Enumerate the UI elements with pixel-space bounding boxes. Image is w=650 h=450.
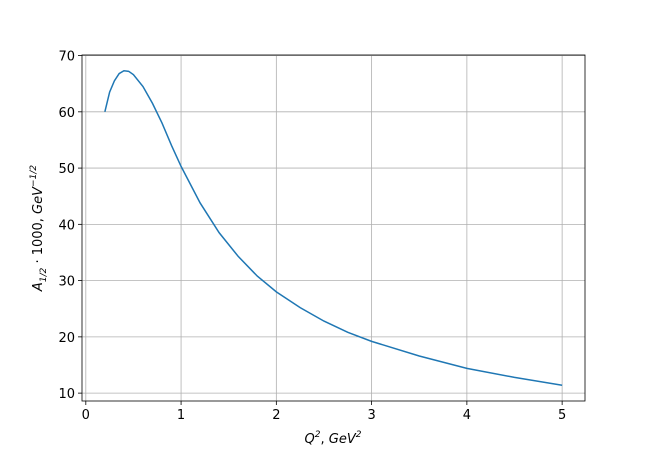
x-tick-label: 5: [558, 408, 566, 423]
y-tick-label: 60: [58, 106, 75, 121]
label-part: GeV: [31, 186, 46, 214]
y-tick-label: 40: [58, 218, 75, 233]
x-tick-label: 3: [367, 408, 375, 423]
data-line: [104, 69, 563, 386]
label-part: 1/2: [39, 267, 49, 282]
x-tick-label: 1: [177, 408, 185, 423]
y-tick-label: 30: [58, 275, 75, 290]
plot-frame: [81, 54, 586, 402]
x-tick-label: 2: [272, 408, 280, 423]
x-axis-label: Q2, GeV2: [305, 430, 362, 447]
y-tick-label: 50: [58, 162, 75, 177]
y-axis-label: A1/2 · 1000, GeV−1/2: [29, 165, 49, 292]
label-part: A: [31, 282, 46, 292]
y-tick-label: 70: [58, 50, 75, 65]
label-part: 2: [356, 430, 362, 440]
label-part: GeV: [329, 432, 357, 447]
x-tick-label: 4: [463, 408, 471, 423]
label-part: Q: [305, 432, 315, 447]
label-part: −1/2: [29, 165, 39, 187]
y-tick-label: 20: [58, 331, 75, 346]
x-tick-label: 0: [82, 408, 90, 423]
label-part: · 1000,: [31, 214, 46, 268]
label-part: ,: [321, 432, 329, 447]
y-tick-label: 10: [58, 387, 75, 402]
label-part: 2: [315, 430, 321, 440]
